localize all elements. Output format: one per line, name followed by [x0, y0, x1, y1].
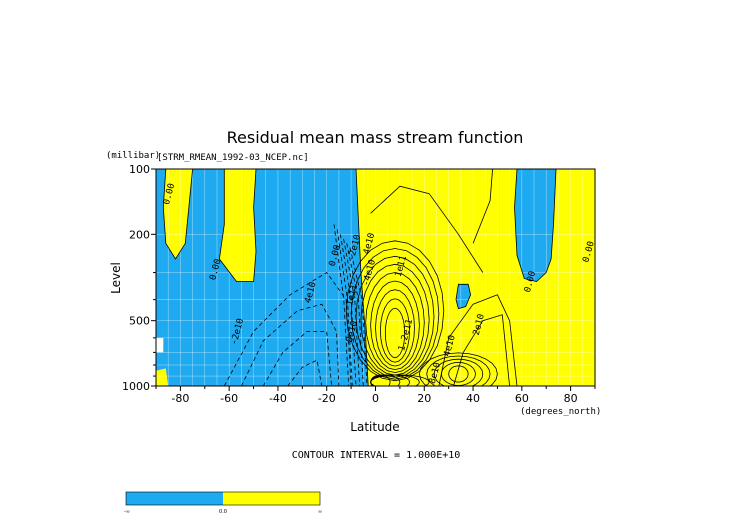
x-units: (degrees_north) — [520, 407, 601, 417]
contour-line — [418, 352, 498, 386]
contour-line — [343, 238, 360, 386]
grid-lines — [156, 169, 595, 386]
contour-interval: CONTOUR INTERVAL = 1.000E+10 — [292, 450, 461, 461]
x-tick-label: -60 — [220, 392, 238, 405]
contour-line — [156, 169, 369, 386]
colorbar-negative — [126, 492, 223, 505]
y-units: (millibar) — [106, 151, 160, 161]
contour-line — [349, 247, 368, 386]
x-tick-label: -20 — [318, 392, 336, 405]
y-tick-label: 500 — [129, 315, 150, 328]
contour-line — [384, 307, 406, 359]
x-axis-label: Latitude — [350, 420, 399, 434]
contour-line — [426, 355, 491, 386]
contour-line — [455, 283, 472, 310]
chart-title: Residual mean mass stream function — [227, 128, 524, 147]
y-axis: 100 200 500 1000 — [122, 163, 156, 393]
y-tick-label: 100 — [129, 163, 150, 176]
contour-line — [370, 185, 484, 273]
x-tick-label: 80 — [564, 392, 578, 405]
contour-line — [375, 289, 415, 367]
x-axis: -80 -60 -40 -20 0 20 40 60 80 — [155, 386, 596, 405]
x-tick-label: 0 — [372, 392, 379, 405]
contour-line — [514, 169, 557, 282]
x-tick-label: -80 — [171, 392, 189, 405]
contour-line — [262, 331, 332, 386]
contour-line — [448, 365, 469, 383]
contour-line — [340, 234, 357, 386]
contour-line — [365, 272, 425, 374]
contour-line — [346, 243, 364, 386]
colorbar-frame — [125, 491, 321, 506]
positive-region — [156, 368, 169, 386]
y-axis-label: Level — [109, 262, 123, 294]
contour-line — [438, 294, 518, 386]
y-tick-label: 200 — [129, 228, 150, 241]
colorbar: -∞ 0.0 ∞ — [124, 491, 322, 515]
colorbar-positive — [223, 492, 320, 505]
contour-line — [433, 358, 484, 386]
x-tick-label: 20 — [417, 392, 431, 405]
x-tick-label: 40 — [466, 392, 480, 405]
negative-region — [514, 169, 556, 282]
contour-line — [333, 224, 350, 386]
dataset-label: [STRM_RMEAN_1992-03_NCEP.nc] — [157, 153, 309, 163]
contour-lines — [156, 169, 557, 386]
contour-line — [370, 374, 430, 386]
contour-line — [370, 280, 420, 371]
colorbar-label-max: ∞ — [318, 509, 322, 515]
contour-line — [241, 303, 340, 386]
contour-line — [350, 248, 440, 380]
colorbar-label-min: -∞ — [124, 509, 130, 515]
x-tick-label: -40 — [269, 392, 287, 405]
x-tick-label: 60 — [515, 392, 529, 405]
contour-line — [223, 271, 352, 386]
contour-line — [472, 169, 493, 244]
contour-line — [345, 240, 445, 382]
contour-line — [379, 298, 411, 363]
contour-line — [355, 255, 435, 378]
contour-line — [360, 263, 430, 376]
contour-line — [287, 359, 323, 386]
y-tick-label: 1000 — [122, 380, 150, 393]
contour-line — [453, 314, 510, 386]
missing-data-region — [156, 337, 164, 353]
colorbar-label-zero: 0.0 — [219, 509, 227, 515]
